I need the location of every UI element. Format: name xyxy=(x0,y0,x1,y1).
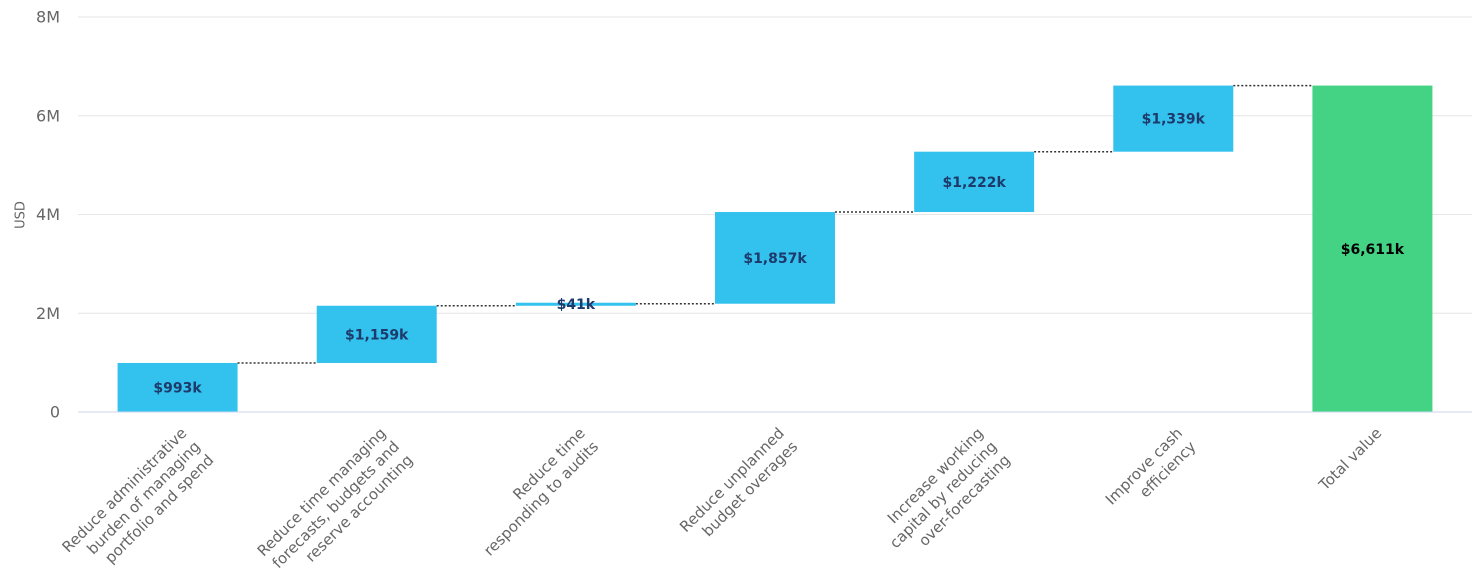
data-label: $993k xyxy=(153,380,202,396)
y-tick-label: 0 xyxy=(50,403,60,422)
y-tick-label: 8M xyxy=(36,8,60,27)
data-label: $1,857k xyxy=(743,251,807,267)
connector-lines xyxy=(237,84,1313,364)
waterfall-bar xyxy=(117,362,238,412)
bars xyxy=(117,85,1433,412)
x-category-line: forecasts, budgets and xyxy=(269,438,403,572)
x-category-label: Increase workingcapital by reducingover-… xyxy=(873,424,1014,565)
data-label: $41k xyxy=(557,297,596,313)
y-tick-label: 2M xyxy=(36,304,60,323)
y-axis-label: USD xyxy=(14,201,29,229)
waterfall-bar xyxy=(316,305,437,363)
x-category-label: Reduce timeresponding to audits xyxy=(467,424,603,560)
x-category-line: responding to audits xyxy=(480,437,602,559)
x-category-label: Improve cashefficiency xyxy=(1102,424,1200,522)
waterfall-bar xyxy=(515,302,636,306)
x-category-label: Reduce unplannedbudget overages xyxy=(676,424,801,549)
x-category-line: Total value xyxy=(1315,424,1386,495)
gridlines xyxy=(78,16,1472,314)
y-tick-label: 6M xyxy=(36,106,60,125)
data-label: $1,339k xyxy=(1142,112,1206,128)
y-tick-label: 4M xyxy=(36,205,60,224)
data-label: $6,611k xyxy=(1341,242,1405,258)
data-labels: $993k $1,159k $41k $1,857k $1,222k $1,339k $6,… xyxy=(153,112,1404,397)
waterfall-bar xyxy=(1312,85,1433,412)
waterfall-bar xyxy=(715,212,835,304)
x-category-line: burden of managing xyxy=(83,438,203,558)
x-axis-categories: Reduce administrativeburden of managingp… xyxy=(58,424,1386,587)
x-category-label: Reduce administrativeburden of managingp… xyxy=(58,424,217,583)
x-category-label: Total value xyxy=(1315,424,1386,495)
data-label: $1,159k xyxy=(345,327,409,343)
x-category-label: Reduce time managingforecasts, budgets a… xyxy=(254,424,417,587)
waterfall-bar xyxy=(914,151,1035,213)
waterfall-bar xyxy=(1113,85,1234,152)
y-axis-ticks: 0 2M 4M 6M 8M xyxy=(36,8,60,422)
data-label: $1,222k xyxy=(942,175,1006,191)
